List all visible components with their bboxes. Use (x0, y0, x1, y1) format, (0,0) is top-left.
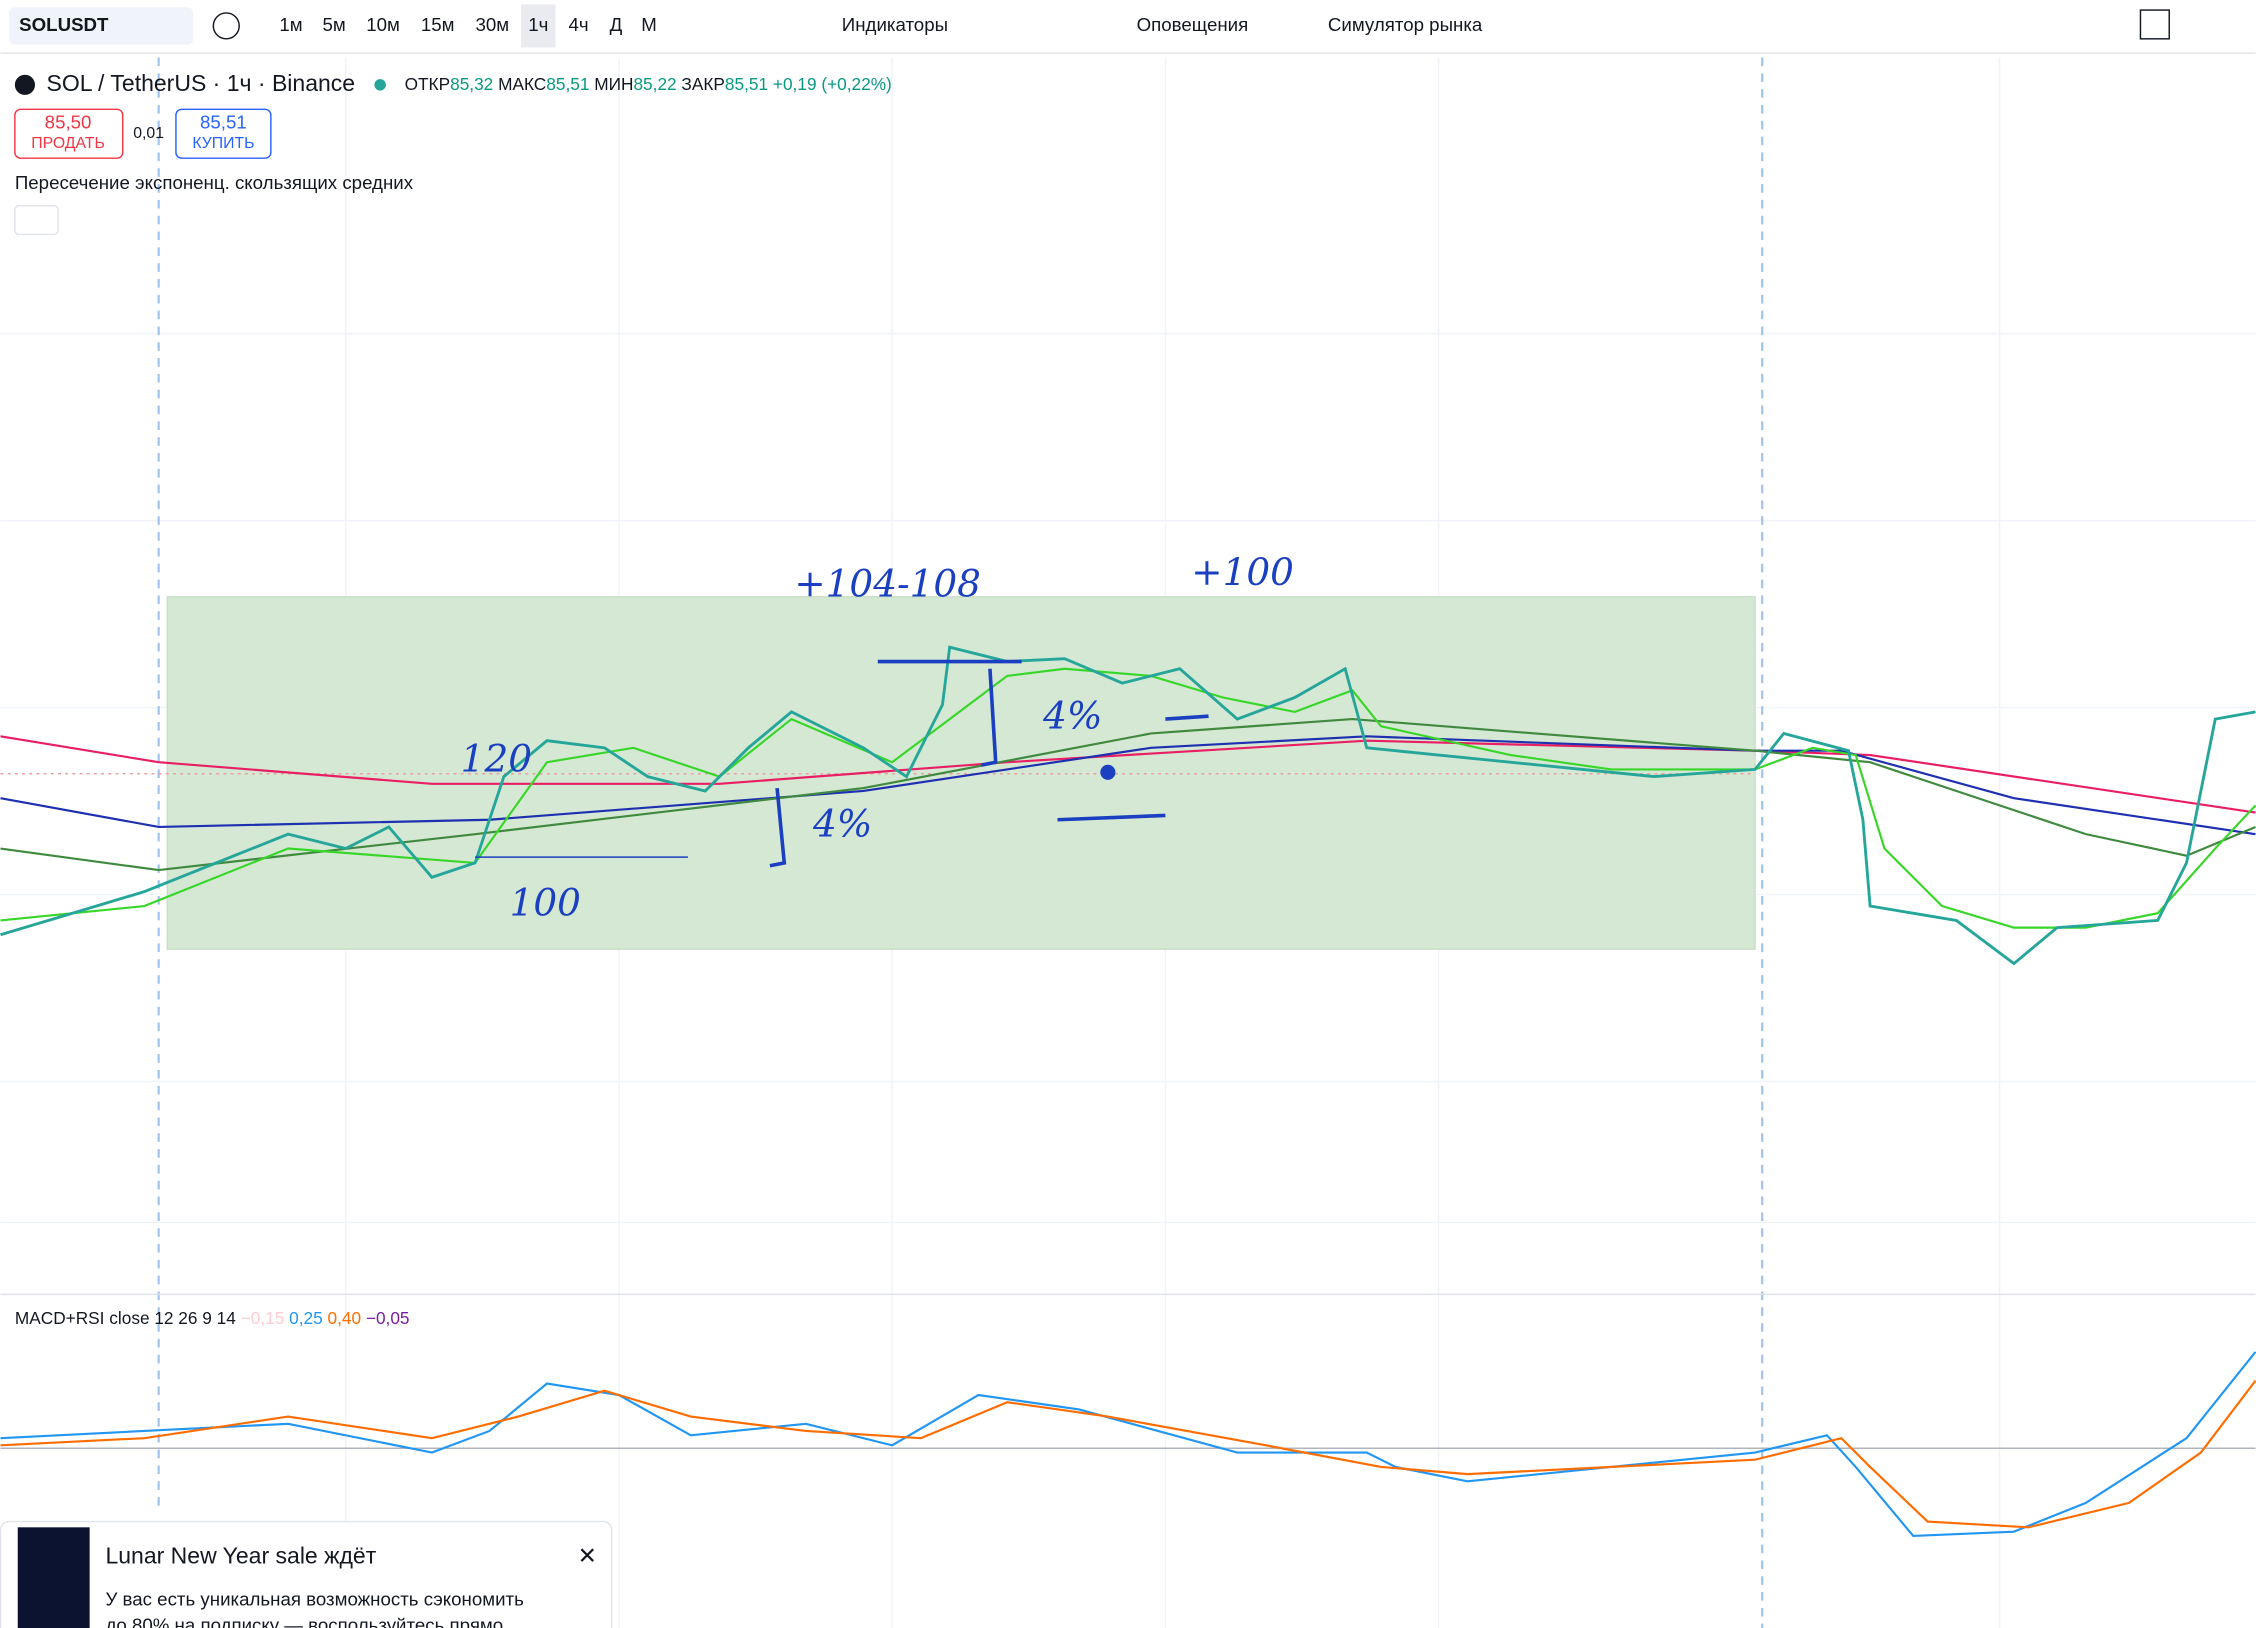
active-interval (521, 4, 556, 48)
annotation[interactable]: 4% (812, 801, 872, 845)
sell-label[interactable]: ПРОДАТЬ (31, 135, 105, 152)
collapse-button[interactable] (14, 204, 59, 236)
annotation[interactable]: 120 (461, 737, 532, 781)
buy-label[interactable]: КУПИТЬ (192, 135, 254, 152)
indicator-name: Пересечение экспоненц. скользящих средни… (15, 172, 414, 193)
drawings[interactable] (475, 659, 1209, 868)
toolbar (0, 0, 2256, 54)
interval-button[interactable]: 4ч (569, 14, 589, 35)
symbol[interactable]: SOLUSDT (19, 14, 109, 35)
interval-button[interactable]: М (641, 14, 657, 35)
interval-button[interactable]: 1ч (528, 14, 548, 35)
interval-button[interactable]: 1м (279, 14, 302, 35)
annotation[interactable]: 100 (510, 881, 581, 925)
sell-button[interactable] (14, 108, 124, 159)
tool-icon[interactable] (2139, 9, 2170, 40)
macd-legend: MACD+RSI close 12 26 9 14 −0,15 0,25 0,4… (15, 1307, 410, 1327)
alerts-button[interactable]: Оповещения (1137, 14, 1249, 35)
market-status (374, 79, 386, 91)
symbol-logo (14, 74, 35, 95)
interval-button[interactable]: 5м (323, 14, 346, 35)
interval-button[interactable]: 15м (421, 14, 455, 35)
price-series (0, 645, 2256, 966)
notification-text: до 80% на подписку — воспользуйтесь прям… (105, 1614, 503, 1628)
notification (0, 1520, 613, 1628)
indicators-button[interactable]: Индикаторы (842, 14, 948, 35)
buy-price[interactable]: 85,51 (200, 112, 247, 133)
annotation[interactable]: +100 (1191, 550, 1294, 594)
spread: 0,01 (133, 125, 164, 142)
annotation[interactable]: +104-108 (794, 561, 981, 605)
legend-title: SOL / TetherUS · 1ч · Binance (47, 70, 356, 96)
interval-button[interactable]: Д (610, 14, 623, 35)
symbol-box[interactable] (9, 7, 194, 45)
notification-title: Lunar New Year sale ждёт (105, 1543, 376, 1569)
ohlc: ОТКР85,32 МАКС85,51 МИН85,22 ЗАКР85,51 +… (405, 73, 892, 93)
macd-lines (0, 1351, 2256, 1538)
add-symbol[interactable] (212, 12, 240, 40)
notification-image (17, 1527, 90, 1628)
notification-text: У вас есть уникальная возможность сэконо… (105, 1589, 523, 1610)
sell-price[interactable]: 85,50 (45, 112, 92, 133)
replay-button[interactable]: Симулятор рынка (1328, 14, 1483, 35)
emas (0, 667, 2256, 929)
interval-button[interactable]: 30м (476, 14, 510, 35)
notification-close[interactable]: ✕ (578, 1543, 597, 1569)
session-breaks (157, 57, 1764, 1628)
buy-button[interactable] (175, 108, 272, 159)
interval-button[interactable]: 10м (366, 14, 400, 35)
annotation[interactable]: 4% (1042, 694, 1102, 738)
